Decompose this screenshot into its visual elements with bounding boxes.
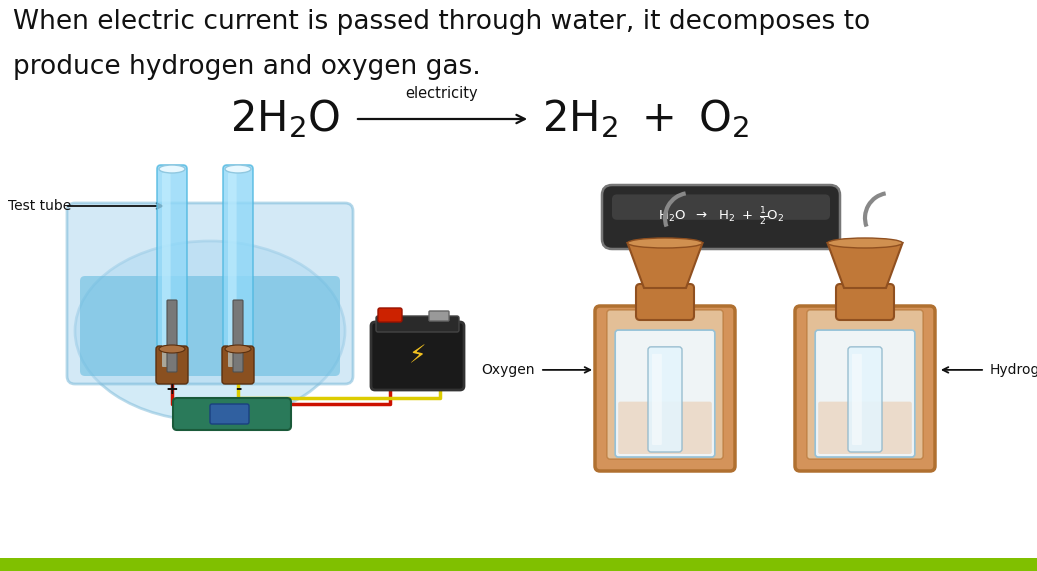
FancyBboxPatch shape bbox=[852, 354, 862, 445]
Polygon shape bbox=[828, 243, 902, 288]
FancyBboxPatch shape bbox=[80, 276, 340, 376]
FancyBboxPatch shape bbox=[222, 346, 254, 384]
FancyBboxPatch shape bbox=[228, 173, 236, 367]
FancyBboxPatch shape bbox=[173, 398, 291, 430]
Ellipse shape bbox=[159, 165, 185, 173]
Text: -: - bbox=[234, 381, 242, 396]
Text: Oxygen: Oxygen bbox=[481, 363, 535, 377]
Ellipse shape bbox=[828, 238, 902, 248]
Polygon shape bbox=[627, 243, 702, 288]
Text: +: + bbox=[166, 381, 178, 396]
FancyBboxPatch shape bbox=[795, 306, 935, 471]
FancyBboxPatch shape bbox=[233, 300, 243, 372]
Ellipse shape bbox=[75, 241, 345, 421]
FancyBboxPatch shape bbox=[376, 316, 459, 332]
Ellipse shape bbox=[225, 345, 251, 353]
FancyBboxPatch shape bbox=[815, 330, 915, 457]
Text: $\mathregular{2H_2\ +\ O_2}$: $\mathregular{2H_2\ +\ O_2}$ bbox=[542, 98, 749, 140]
Ellipse shape bbox=[627, 238, 702, 248]
FancyBboxPatch shape bbox=[652, 354, 662, 445]
Text: Hydrogen: Hydrogen bbox=[990, 363, 1037, 377]
FancyBboxPatch shape bbox=[379, 308, 402, 322]
Text: ⚡: ⚡ bbox=[409, 344, 426, 368]
Text: produce hydrogen and oxygen gas.: produce hydrogen and oxygen gas. bbox=[13, 54, 481, 80]
FancyBboxPatch shape bbox=[156, 346, 188, 384]
FancyBboxPatch shape bbox=[807, 310, 923, 459]
Ellipse shape bbox=[225, 165, 251, 173]
FancyBboxPatch shape bbox=[162, 173, 171, 367]
FancyBboxPatch shape bbox=[836, 284, 894, 320]
FancyBboxPatch shape bbox=[429, 311, 449, 321]
Bar bbox=[0, 558, 1037, 571]
FancyBboxPatch shape bbox=[371, 322, 464, 390]
Text: $\mathregular{2H_2O}$: $\mathregular{2H_2O}$ bbox=[230, 98, 340, 140]
FancyBboxPatch shape bbox=[595, 306, 735, 471]
Ellipse shape bbox=[159, 345, 185, 353]
FancyBboxPatch shape bbox=[223, 165, 253, 380]
Text: electricity: electricity bbox=[405, 86, 478, 101]
FancyBboxPatch shape bbox=[848, 347, 882, 452]
FancyBboxPatch shape bbox=[67, 203, 353, 384]
FancyBboxPatch shape bbox=[211, 404, 249, 424]
FancyBboxPatch shape bbox=[818, 401, 912, 454]
FancyBboxPatch shape bbox=[648, 347, 682, 452]
FancyBboxPatch shape bbox=[612, 194, 830, 220]
FancyBboxPatch shape bbox=[636, 284, 694, 320]
FancyBboxPatch shape bbox=[167, 300, 177, 372]
FancyBboxPatch shape bbox=[157, 165, 187, 380]
FancyBboxPatch shape bbox=[602, 185, 840, 249]
Text: $\mathregular{H_2O\ \ \rightarrow\ \ H_2\ +\ \frac{1}{2}O_2}$: $\mathregular{H_2O\ \ \rightarrow\ \ H_2… bbox=[657, 206, 784, 228]
FancyBboxPatch shape bbox=[618, 401, 711, 454]
FancyBboxPatch shape bbox=[615, 330, 714, 457]
FancyBboxPatch shape bbox=[607, 310, 723, 459]
Text: When electric current is passed through water, it decomposes to: When electric current is passed through … bbox=[13, 9, 870, 35]
Text: Test tube: Test tube bbox=[8, 199, 72, 213]
